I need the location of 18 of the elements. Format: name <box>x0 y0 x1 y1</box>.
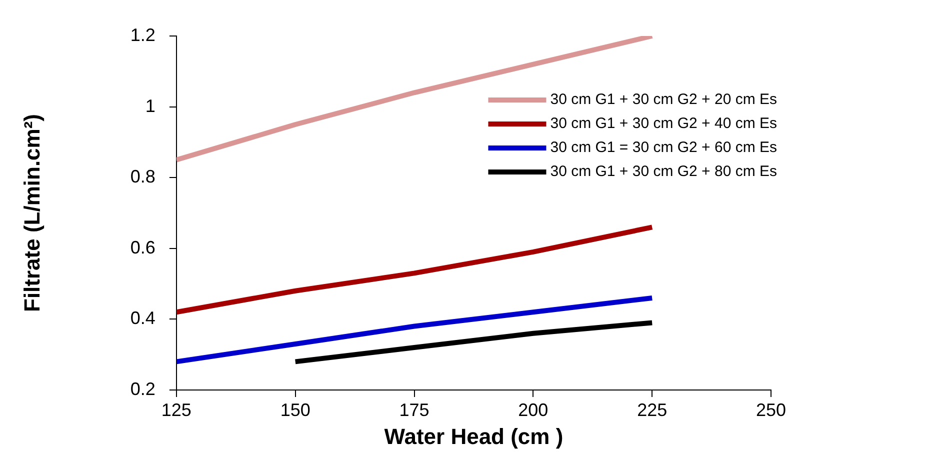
y-tick-label: 0.2 <box>130 378 156 399</box>
y-tick-label: 1.2 <box>130 24 156 45</box>
x-tick-label: 225 <box>637 400 668 420</box>
y-tick-label: 0.8 <box>130 166 156 187</box>
x-axis-title: Water Head (cm ) <box>384 424 564 449</box>
legend-label: 30 cm G1 + 30 cm G2 + 40 cm Es <box>550 115 778 132</box>
legend-label: 30 cm G1 = 30 cm G2 + 60 cm Es <box>550 139 778 156</box>
legend-label: 30 cm G1 + 30 cm G2 + 20 cm Es <box>550 91 778 108</box>
x-tick-label: 200 <box>518 400 548 420</box>
x-tick-label: 125 <box>161 400 192 420</box>
y-axis-title: Filtrate (L/min.cm²) <box>19 114 44 312</box>
x-tick-label: 175 <box>399 400 430 420</box>
x-tick-label: 250 <box>756 400 786 420</box>
y-tick-label: 0.6 <box>130 237 156 258</box>
legend-label: 30 cm G1 + 30 cm G2 + 80 cm Es <box>550 163 778 180</box>
y-tick-label: 1 <box>145 96 156 116</box>
x-tick-label: 150 <box>280 400 310 420</box>
y-tick-label: 0.4 <box>130 308 156 328</box>
